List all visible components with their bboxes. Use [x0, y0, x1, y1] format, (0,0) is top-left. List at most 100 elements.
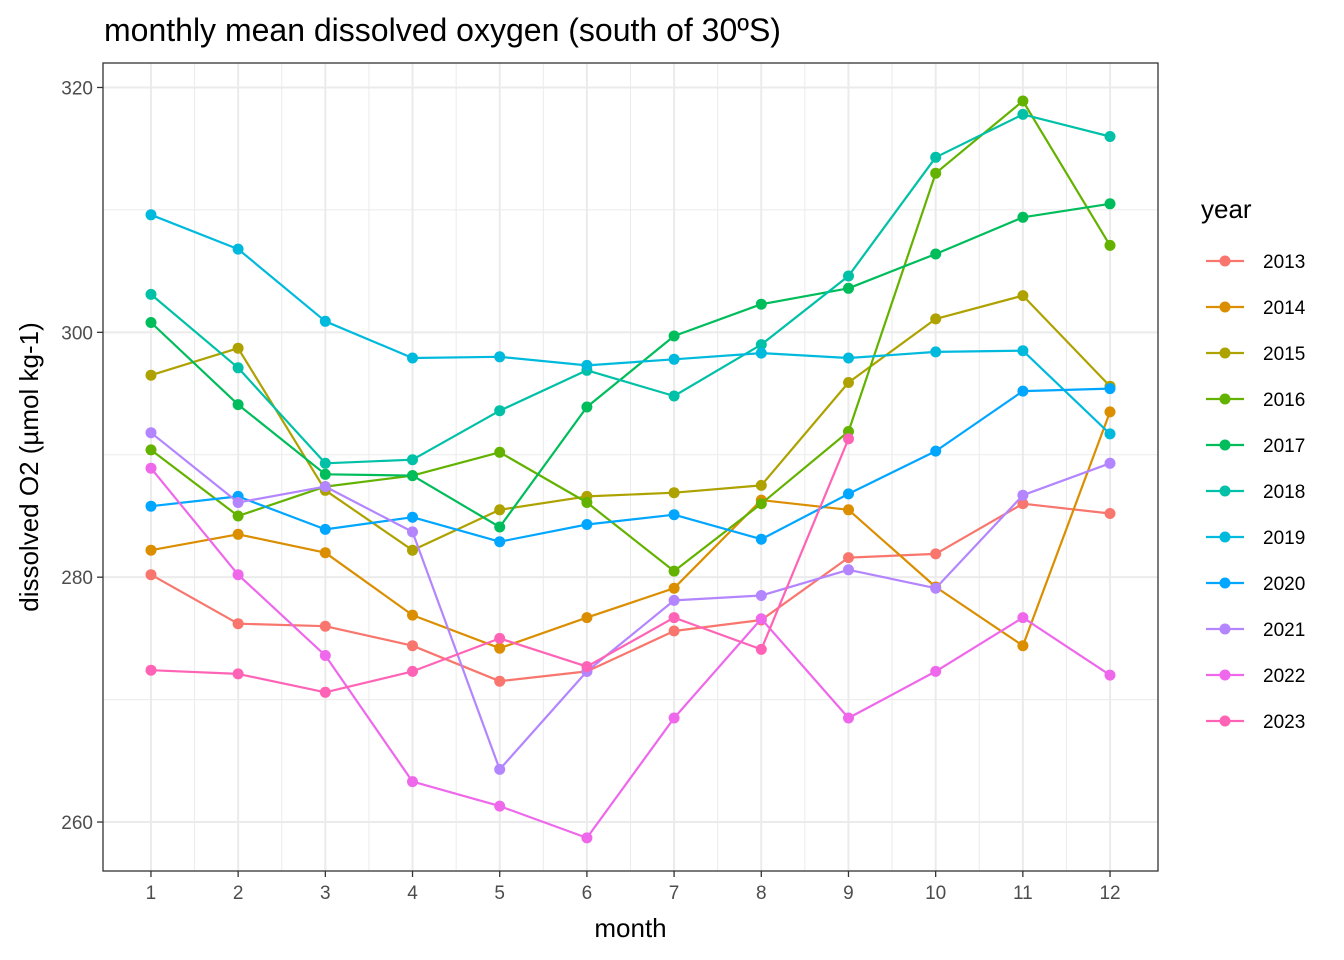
data-point	[843, 504, 854, 516]
data-point	[668, 390, 680, 402]
legend-item-2013: 2013	[1206, 252, 1305, 273]
y-axis-title: dissolved O2 (µmol kg-1)	[14, 322, 44, 612]
legend-label: 2023	[1263, 712, 1305, 733]
x-tick-label: 10	[925, 883, 946, 904]
data-point	[930, 346, 942, 358]
data-point	[494, 504, 506, 516]
data-point	[1104, 457, 1116, 469]
data-point	[407, 511, 418, 523]
data-point	[843, 712, 854, 724]
data-point	[755, 347, 767, 359]
data-point	[407, 470, 418, 482]
y-tick-label: 320	[61, 78, 93, 99]
data-point	[145, 500, 157, 512]
legend-key-point	[1219, 347, 1231, 359]
legend-item-2017: 2017	[1206, 436, 1305, 457]
legend-item-2016: 2016	[1206, 390, 1305, 411]
data-point	[668, 330, 680, 342]
series-line-2015	[150, 294, 1111, 552]
data-point	[145, 369, 157, 381]
series-2015	[145, 290, 1116, 556]
legend-item-2018: 2018	[1206, 482, 1305, 503]
data-point	[1017, 612, 1029, 624]
data-point	[1017, 290, 1029, 302]
data-point	[232, 497, 244, 508]
data-point	[232, 399, 244, 411]
data-point	[668, 509, 680, 521]
data-point	[1017, 345, 1029, 357]
series-2019	[145, 209, 1116, 440]
legend-key-point	[1219, 439, 1231, 451]
series-2021	[145, 427, 1116, 775]
legend-item-2014: 2014	[1206, 298, 1306, 319]
data-point	[930, 151, 942, 163]
data-point	[319, 468, 331, 480]
data-point	[232, 510, 244, 522]
data-point	[843, 564, 854, 576]
data-point	[319, 315, 331, 327]
series-line-2021	[150, 431, 1111, 771]
series-2017	[145, 198, 1116, 533]
data-point	[145, 317, 157, 328]
data-point	[145, 462, 157, 474]
data-point	[581, 519, 593, 530]
data-point	[668, 625, 680, 637]
legend-item-2021: 2021	[1206, 620, 1305, 641]
data-point	[1104, 239, 1116, 251]
data-point	[145, 288, 157, 300]
x-axis: 1 2 3 4 5 6 7 8 9 10 11 12	[146, 871, 1121, 904]
legend-key-point	[1219, 577, 1231, 589]
data-point	[930, 665, 942, 677]
x-tick-label: 11	[1013, 883, 1033, 904]
legend-item-2022: 2022	[1206, 666, 1305, 687]
legend-key-point	[1219, 485, 1231, 497]
data-point	[755, 339, 767, 351]
data-point	[319, 481, 331, 493]
data-point	[1104, 383, 1116, 395]
legend-label: 2019	[1263, 528, 1305, 549]
y-tick-label: 280	[61, 568, 93, 589]
data-point	[407, 526, 418, 538]
data-point	[843, 488, 854, 500]
x-tick-label: 9	[843, 883, 854, 904]
data-point	[581, 401, 593, 413]
data-point	[319, 523, 331, 535]
legend-item-2019: 2019	[1206, 528, 1305, 549]
data-point	[145, 444, 157, 456]
data-point	[145, 664, 157, 676]
data-point	[1017, 211, 1029, 223]
x-tick-label: 1	[146, 883, 157, 904]
data-point	[319, 547, 331, 559]
data-point	[319, 457, 331, 469]
legend-key-point	[1219, 393, 1231, 405]
series-layer	[145, 95, 1116, 844]
data-point	[1104, 406, 1116, 418]
data-point	[581, 359, 593, 371]
data-point	[755, 479, 767, 491]
data-point	[581, 612, 593, 624]
legend-label: 2015	[1263, 344, 1305, 365]
series-2022	[145, 462, 1116, 844]
legend-item-2020: 2020	[1206, 574, 1305, 595]
data-point	[1104, 198, 1116, 210]
plot-border	[102, 62, 1159, 872]
y-tick-label: 300	[61, 323, 93, 344]
data-point	[930, 248, 942, 260]
series-2023	[145, 433, 854, 698]
x-tick-label: 7	[669, 883, 680, 904]
data-point	[407, 665, 418, 677]
data-point	[494, 642, 506, 654]
legend-key-point	[1219, 301, 1231, 313]
data-point	[232, 362, 244, 374]
x-tick-label: 12	[1099, 883, 1120, 904]
data-point	[1017, 385, 1029, 397]
data-point	[755, 643, 767, 655]
legend: 2013 2014 2015 2016 2017 2018 2019 2020 2021 2022…	[1206, 252, 1306, 733]
series-line-2014	[150, 411, 1112, 650]
x-tick-label: 2	[233, 883, 244, 904]
data-point	[494, 405, 506, 417]
data-point	[407, 544, 418, 556]
data-point	[232, 569, 244, 581]
data-point	[145, 209, 157, 221]
